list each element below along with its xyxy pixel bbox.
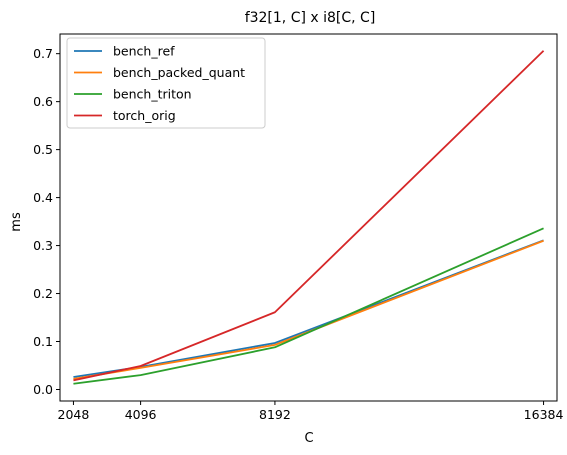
legend-label: bench_triton [113,87,192,102]
x-axis-label: C [304,431,313,446]
y-tick-label: 0.6 [33,94,53,109]
y-axis-label: ms [9,212,24,232]
x-tick-label: 8192 [259,407,291,422]
plot-frame [59,33,558,402]
y-tick-label: 0.2 [33,286,53,301]
x-tick-label: 2048 [58,407,90,422]
y-tick-label: 0.3 [33,238,53,253]
y-tick-label: 0.0 [33,382,53,397]
y-tick-label: 0.4 [33,190,53,205]
series-line-torch-orig [73,50,545,382]
series-line-bench-triton [73,227,544,385]
legend-box [66,37,266,129]
plot-area [73,50,545,385]
y-axis: 0.0 0.1 0.2 0.3 0.4 0.5 0.6 0.7 [33,46,60,397]
series-line-bench-packed-quant [73,239,544,380]
legend: bench_ref bench_packed_quant bench_tritont… [66,37,266,129]
legend-label: bench_ref [113,44,175,59]
x-tick-label: 4096 [125,407,157,422]
legend-label: torch_orig [113,108,176,123]
legend-label: bench_packed_quant [113,65,245,80]
series-line-bench-ref [73,239,544,378]
y-tick-label: 0.1 [33,334,53,349]
chart-title: f32[1, C] x i8[C, C] [245,10,376,26]
x-axis: 2048 4096 8192 16384 [58,401,564,422]
y-tick-label: 0.7 [33,46,53,61]
x-tick-label: 16384 [524,407,564,422]
y-tick-label: 0.5 [33,142,53,157]
